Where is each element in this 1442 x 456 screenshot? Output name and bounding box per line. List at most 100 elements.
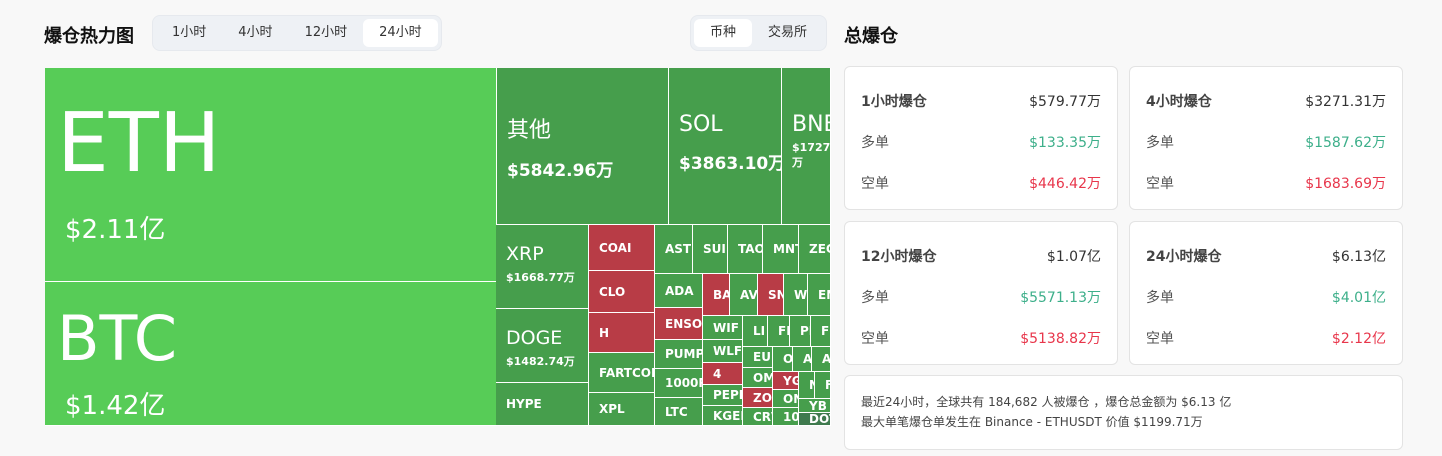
cell-symbol: XPL xyxy=(599,402,625,416)
cell-symbol: ETH xyxy=(57,96,221,191)
treemap-cell-10[interactable]: 10 xyxy=(773,408,799,426)
long-label: 多单 xyxy=(1146,289,1174,306)
treemap-cell-om[interactable]: OM xyxy=(743,368,773,388)
treemap-cell-4[interactable]: 4 xyxy=(703,363,743,385)
treemap-cell-pepe[interactable]: PEPE xyxy=(703,385,743,406)
treemap-cell-av[interactable]: AV xyxy=(730,274,758,316)
treemap-cell-pump[interactable]: PUMP xyxy=(655,340,703,369)
long-label: 多单 xyxy=(1146,134,1174,151)
cell-symbol: BNB xyxy=(792,112,830,137)
cell-symbol: OM xyxy=(753,370,773,385)
treemap-cell-zec[interactable]: ZEC xyxy=(799,225,831,274)
treemap-cell-dot[interactable]: DOT xyxy=(799,413,831,426)
treemap-cell-yg[interactable]: YG xyxy=(773,372,799,390)
long-amount: $4.01亿 xyxy=(1331,289,1386,306)
short-amount: $5138.82万 xyxy=(1020,330,1101,347)
short-label: 空单 xyxy=(1146,175,1174,192)
treemap-cell-sn[interactable]: SN xyxy=(758,274,784,316)
treemap-cell-fi[interactable]: FI xyxy=(811,316,831,347)
treemap-cell-h[interactable]: H xyxy=(589,313,655,353)
tab-4h[interactable]: 4小时 xyxy=(238,25,273,40)
cell-symbol: AV xyxy=(740,287,758,302)
cell-symbol: HYPE xyxy=(506,397,542,411)
treemap-cell-eth[interactable]: ETH $2.11亿 xyxy=(45,68,497,282)
tab-1h[interactable]: 1小时 xyxy=(172,25,207,40)
tab-24h[interactable]: 24小时 xyxy=(363,19,438,47)
tab-coin[interactable]: 币种 xyxy=(694,19,753,47)
treemap-cell-pe[interactable]: PE xyxy=(790,316,811,347)
cell-value: $1482.74万 xyxy=(506,355,575,368)
treemap-cell-ada[interactable]: ADA xyxy=(655,274,703,308)
treemap-cell-crv[interactable]: CRV xyxy=(743,408,773,426)
short-amount: $2.12亿 xyxy=(1331,330,1386,347)
cell-value: $1727.2 万 xyxy=(792,141,831,169)
cell-symbol: 其他 xyxy=(507,118,552,143)
treemap-cell-enso[interactable]: ENSO xyxy=(655,308,703,340)
card-label: 4小时爆仓 xyxy=(1146,93,1212,110)
cell-symbol: SUI xyxy=(703,242,726,256)
treemap-cell-li[interactable]: LI xyxy=(743,316,768,347)
treemap-cell-btc[interactable]: BTC $1.42亿 xyxy=(45,282,497,426)
treemap-cell-eu[interactable]: EU xyxy=(743,347,773,368)
cell-symbol: ENSO xyxy=(665,316,703,331)
treemap-cell-tao[interactable]: TAO xyxy=(728,225,763,274)
cell-symbol: 1000PE xyxy=(665,376,702,390)
tab-exchange[interactable]: 交易所 xyxy=(768,25,808,40)
cell-value: $1.42亿 xyxy=(65,391,166,421)
treemap-cell-a[interactable]: A xyxy=(812,347,831,372)
treemap-cell-fartcoin[interactable]: FARTCOIN xyxy=(589,353,655,393)
treemap-cell-1000pe[interactable]: 1000PE xyxy=(655,369,703,398)
treemap-cell-hype[interactable]: HYPE xyxy=(496,383,589,426)
liquidation-card: 1小时爆仓 $579.77万 多单 $133.35万 空单 $446.42万 xyxy=(844,66,1118,210)
treemap-cell-f[interactable]: F xyxy=(815,372,831,399)
card-total: $3271.31万 xyxy=(1305,93,1386,110)
treemap-cell-wlfi[interactable]: WLFI xyxy=(703,340,743,363)
treemap-cell-clo[interactable]: CLO xyxy=(589,271,655,313)
tab-12h[interactable]: 12小时 xyxy=(304,25,348,40)
treemap-cell-ba[interactable]: BA xyxy=(703,274,730,316)
cell-value: $2.11亿 xyxy=(65,215,166,245)
treemap-cell-xpl[interactable]: XPL xyxy=(589,393,655,426)
cell-symbol: SN xyxy=(768,287,783,302)
treemap-cell-kgen[interactable]: KGEN xyxy=(703,406,743,426)
treemap-cell-a[interactable]: A xyxy=(793,347,812,372)
treemap-cell-on[interactable]: ON xyxy=(773,390,799,408)
cell-symbol: YB xyxy=(809,399,827,413)
short-amount: $446.42万 xyxy=(1029,175,1101,192)
treemap-cell-sol[interactable]: SOL $3863.10万 xyxy=(669,68,782,225)
summary-line-2: 最大单笔爆仓单发生在 Binance - ETHUSDT 价值 $1199.71… xyxy=(861,415,1203,429)
treemap-cell-doge[interactable]: DOGE $1482.74万 xyxy=(496,309,589,383)
time-range-tabs: 1小时 4小时 12小时 24小时 xyxy=(152,15,442,51)
treemap-cell-bnb[interactable]: BNB $1727.2 万 xyxy=(782,68,831,225)
cell-value: $3863.10万 xyxy=(679,154,782,174)
cell-symbol: WLFI xyxy=(713,344,743,358)
cell-symbol: ZEC xyxy=(809,242,830,256)
treemap-cell-ff[interactable]: FF xyxy=(768,316,790,347)
treemap-cell-aste[interactable]: ASTE xyxy=(655,225,693,274)
treemap-cell-zo[interactable]: ZO xyxy=(743,388,773,408)
cell-symbol: TAO xyxy=(738,242,763,256)
treemap-cell-wi[interactable]: WI xyxy=(784,274,808,316)
cell-symbol: N xyxy=(809,378,814,392)
cell-symbol: DOT xyxy=(809,413,830,426)
treemap-cell-yb[interactable]: YB xyxy=(799,399,831,413)
treemap-cell-xrp[interactable]: XRP $1668.77万 xyxy=(496,225,589,309)
treemap-cell-wif[interactable]: WIF xyxy=(703,316,743,340)
treemap-cell-en[interactable]: EN xyxy=(808,274,831,316)
liquidation-card: 4小时爆仓 $3271.31万 多单 $1587.62万 空单 $1683.69万 xyxy=(1129,66,1403,210)
cell-symbol: MNT xyxy=(773,242,798,256)
cell-symbol: F xyxy=(825,378,830,392)
card-label: 24小时爆仓 xyxy=(1146,248,1222,265)
treemap-cell-ltc[interactable]: LTC xyxy=(655,398,703,426)
cell-symbol: LI xyxy=(753,324,766,338)
treemap-cell-sui[interactable]: SUI xyxy=(693,225,728,274)
cell-symbol: A xyxy=(822,352,831,366)
liquidation-treemap: ETH $2.11亿 BTC $1.42亿 其他 $5842.96万 SOL $3863.10… xyxy=(45,68,831,426)
short-amount: $1683.69万 xyxy=(1305,175,1386,192)
cell-symbol: O xyxy=(783,352,793,366)
treemap-cell-n[interactable]: N xyxy=(799,372,815,399)
treemap-cell-其他[interactable]: 其他 $5842.96万 xyxy=(497,68,669,225)
treemap-cell-o[interactable]: O xyxy=(773,347,793,372)
treemap-cell-mnt[interactable]: MNT xyxy=(763,225,799,274)
treemap-cell-coai[interactable]: COAI xyxy=(589,225,655,271)
